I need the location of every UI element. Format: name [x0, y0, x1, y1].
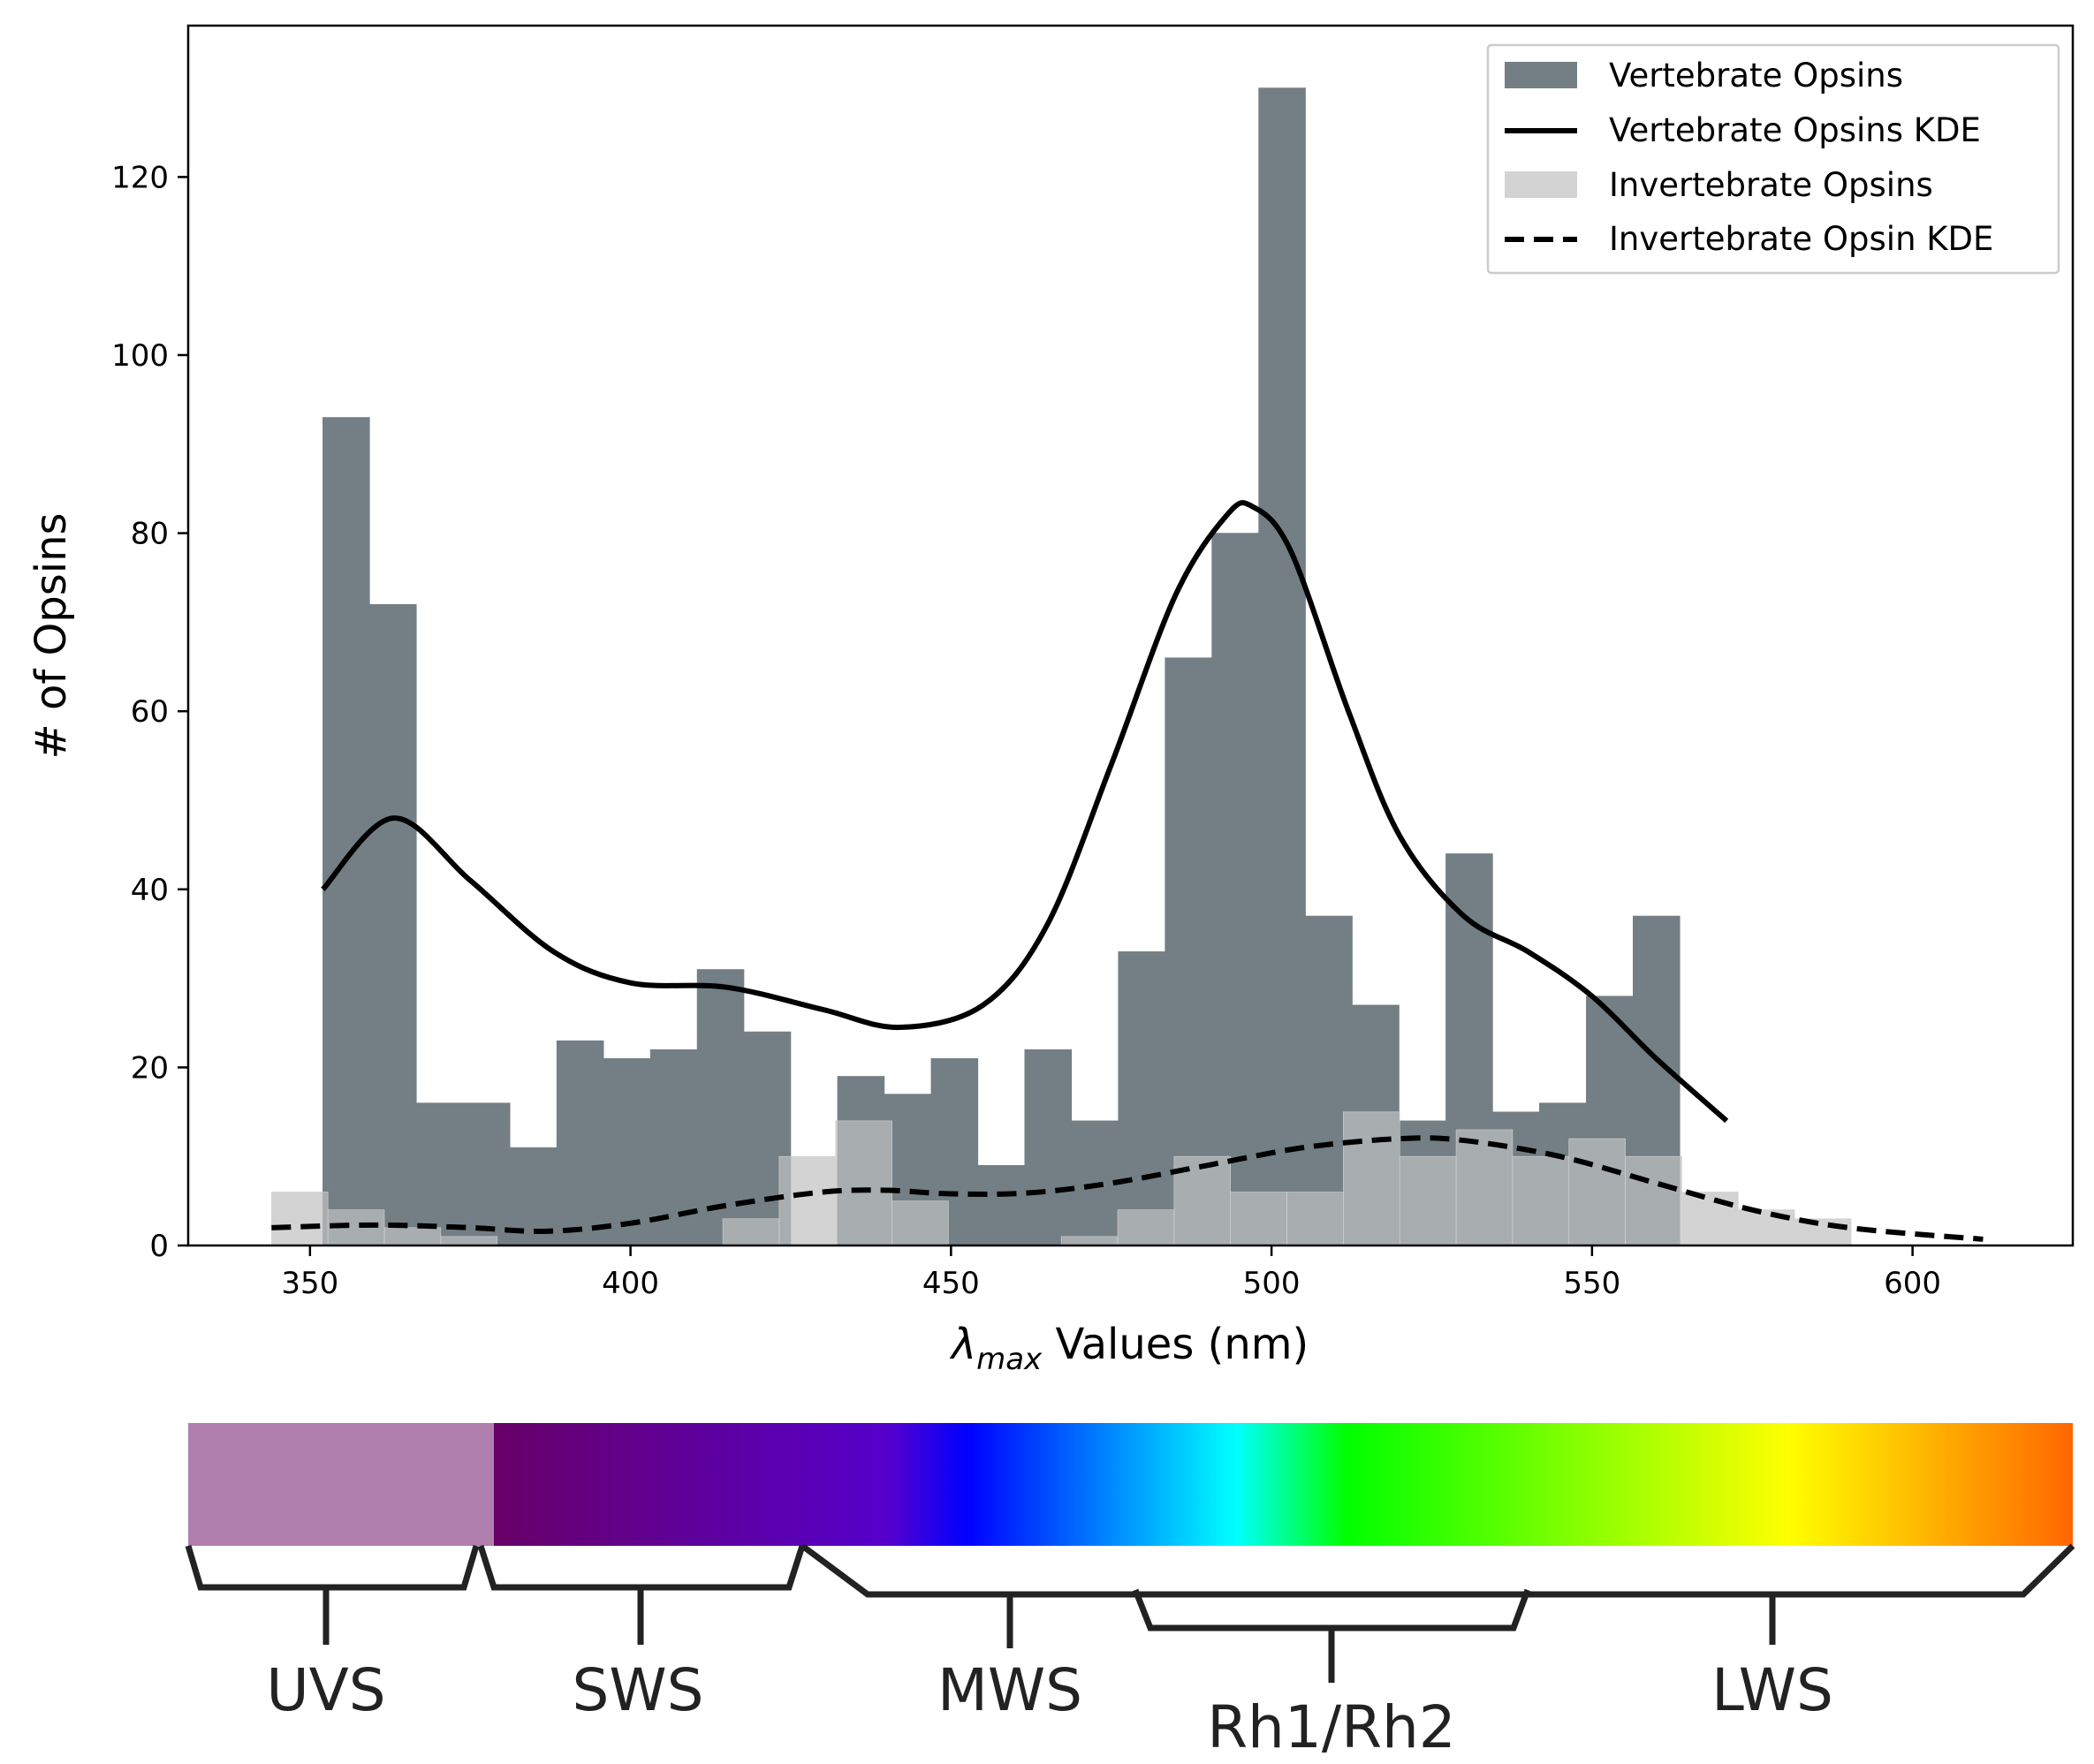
spectrum-uv-segment [188, 1423, 494, 1546]
invertebrate-bar-overlay [722, 1218, 780, 1246]
vertebrate-bar [1165, 657, 1212, 1246]
spectrum-bar [188, 1423, 2073, 1546]
x-tick-label: 500 [1243, 1266, 1301, 1301]
x-tick-label: 550 [1563, 1266, 1620, 1301]
invertebrate-kde-line [271, 1135, 1984, 1242]
invertebrate-bar-overlay [1060, 1236, 1119, 1246]
y-tick-label: 40 [131, 873, 169, 908]
invertebrate-bar-overlay [440, 1236, 497, 1246]
opsin-brackets [185, 1543, 2075, 1683]
y-tick-label: 20 [131, 1050, 169, 1086]
legend: Vertebrate Opsins Vertebrate Opsins KDE … [1486, 43, 2060, 275]
plot-frame [186, 24, 2075, 1247]
vertebrate-bar [556, 1040, 604, 1246]
legend-label-vertebrate-kde: Vertebrate Opsins KDE [1609, 111, 1981, 149]
invertebrate-bar-overlay [383, 1227, 442, 1246]
x-tick-label: 450 [922, 1266, 980, 1301]
y-tick-label: 0 [149, 1229, 169, 1264]
vertebrate-bar [462, 1102, 511, 1246]
y-tick-label: 80 [131, 517, 169, 552]
invertebrate-bar-overlay [1568, 1138, 1626, 1246]
x-tick-label: 350 [281, 1266, 338, 1301]
invertebrate-bar-overlay [1512, 1155, 1570, 1246]
y-axis-label: # of Opsins [27, 512, 76, 759]
invertebrate-bar-overlay [778, 1155, 837, 1246]
legend-box [1486, 43, 2060, 275]
legend-swatch-vertebrate [1505, 62, 1577, 88]
vertebrate-bar [696, 969, 745, 1246]
invertebrate-bar-overlay [1399, 1155, 1457, 1246]
invertebrate-bar-overlay [1625, 1155, 1682, 1246]
label-mws: MWS [937, 1656, 1082, 1724]
bracket-uvs [185, 1545, 480, 1591]
vertebrate-bar [1211, 533, 1259, 1246]
invertebrate-bar-overlay [835, 1120, 892, 1246]
spectrum-visible-segment [494, 1423, 2073, 1546]
invertebrate-bar-overlay [1343, 1111, 1400, 1246]
vertebrate-bar [603, 1058, 651, 1246]
x-axis-ticks: 350 400 450 500 550 600 [281, 1245, 1941, 1301]
x-axis-label: λmax Values (nm) [949, 1320, 1309, 1377]
x-tick-label: 400 [602, 1266, 659, 1301]
legend-label-invertebrate: Invertebrate Opsins [1609, 166, 1933, 204]
y-tick-label: 60 [131, 694, 169, 730]
invertebrate-bar-overlay [1455, 1129, 1514, 1246]
invertebrate-bar-overlay [271, 1192, 329, 1246]
vertebrate-bar [1118, 951, 1165, 1246]
invertebrate-bar-overlay [891, 1200, 949, 1246]
label-lws: LWS [1711, 1656, 1833, 1724]
vertebrate-bar [977, 1164, 1026, 1246]
bracket-sws [477, 1544, 806, 1591]
legend-swatch-invertebrate [1505, 171, 1577, 198]
vertebrate-bar [415, 1102, 464, 1246]
label-sws: SWS [572, 1656, 703, 1724]
vertebrate-bars [271, 87, 1852, 1246]
label-rh1-rh2: Rh1/Rh2 [1207, 1693, 1456, 1760]
legend-label-invertebrate-kde: Invertebrate Opsin KDE [1609, 220, 1993, 258]
y-tick-label: 120 [111, 160, 169, 195]
invertebrate-bar-overlay [1230, 1192, 1287, 1246]
vertebrate-bar [369, 603, 417, 1246]
vertebrate-bar [322, 417, 370, 1246]
bracket-mws-lws [800, 1543, 2075, 1598]
vertebrate-kde-line [321, 500, 1729, 1124]
y-tick-label: 100 [111, 338, 169, 374]
invertebrate-bar-overlay [1117, 1209, 1175, 1246]
invertebrate-bar-overlay [1681, 1192, 1739, 1246]
label-uvs: UVS [266, 1656, 385, 1724]
x-tick-label: 600 [1884, 1266, 1941, 1301]
vertebrate-bar [1258, 87, 1306, 1246]
invertebrate-bar-overlay [1286, 1192, 1344, 1246]
kde-lines [271, 500, 1984, 1242]
vertebrate-bar [1024, 1049, 1073, 1246]
legend-label-vertebrate: Vertebrate Opsins [1609, 57, 1903, 95]
y-axis-ticks: 0 20 40 60 80 100 120 [111, 160, 188, 1264]
